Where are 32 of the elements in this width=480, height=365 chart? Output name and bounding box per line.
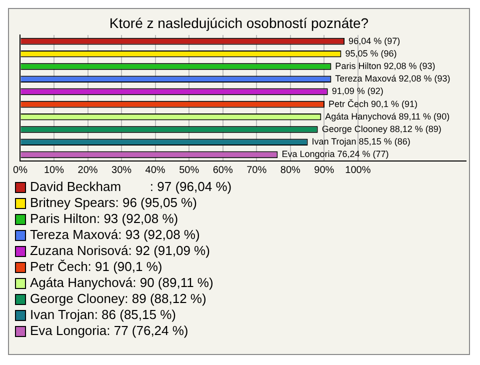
legend-label: David Beckham : 97 (96,04 %) xyxy=(30,179,232,195)
data-label: Agáta Hanychová 89,11 % (90) xyxy=(325,111,450,122)
x-tick-label: 100% xyxy=(345,164,371,176)
legend-label: Britney Spears: 96 (95,05 %) xyxy=(30,195,197,211)
data-label: Paris Hilton 92,08 % (93) xyxy=(335,60,436,71)
x-tick-label: 40% xyxy=(145,164,166,176)
legend-label: Eva Longoria: 77 (76,24 %) xyxy=(30,323,188,339)
x-tick-label: 50% xyxy=(179,164,200,176)
x-tick-label: 90% xyxy=(314,164,334,176)
data-label: Tereza Maxová 92,08 % (93) xyxy=(335,74,450,84)
x-tick-label: 0% xyxy=(13,164,28,176)
legend-label: George Clooney: 89 (88,12 %) xyxy=(30,291,206,307)
data-label: Ivan Trojan 85,15 % (86) xyxy=(312,136,410,147)
legend-label: Petr Čech: 91 (90,1 %) xyxy=(30,259,162,275)
legend-label: Agáta Hanychová: 90 (89,11 %) xyxy=(30,275,214,291)
data-label: George Clooney 88,12 % (89) xyxy=(322,124,442,134)
data-label: 91,09 % (92) xyxy=(332,86,384,96)
legend-label: Zuzana Norisová: 92 (91,09 %) xyxy=(30,243,210,259)
data-label: 95,05 % (96) xyxy=(345,48,397,58)
x-tick-label: 20% xyxy=(78,164,98,176)
x-tick-label: 10% xyxy=(44,164,64,176)
data-label: Eva Longoria 76,24 % (77) xyxy=(282,149,389,160)
x-tick-label: 60% xyxy=(212,164,233,176)
legend-label: Paris Hilton: 93 (92,08 %) xyxy=(30,211,178,227)
legend-label: Ivan Trojan: 86 (85,15 %) xyxy=(30,307,176,323)
legend-label: Tereza Maxová: 93 (92,08 %) xyxy=(30,227,200,243)
x-tick-label: 70% xyxy=(246,164,267,176)
x-tick-label: 30% xyxy=(112,164,132,176)
data-label: Petr Čech 90,1 % (91) xyxy=(328,98,418,109)
x-tick-label: 80% xyxy=(280,164,301,176)
data-label: 96,04 % (97) xyxy=(348,36,400,46)
chart-title: Ktoré z nasledujúcich osobností poznáte? xyxy=(108,15,370,31)
